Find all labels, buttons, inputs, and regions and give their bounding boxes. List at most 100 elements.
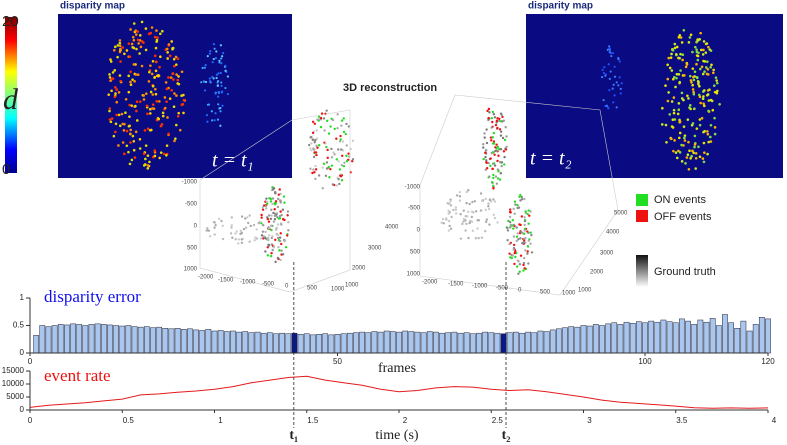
point bbox=[118, 74, 122, 77]
point bbox=[165, 47, 169, 51]
point bbox=[128, 55, 132, 58]
bar bbox=[33, 335, 40, 354]
point bbox=[314, 164, 317, 168]
bar bbox=[168, 328, 175, 354]
3d-tick-label: 1000 bbox=[562, 291, 576, 297]
legend-swatch bbox=[636, 194, 648, 206]
point bbox=[513, 212, 516, 215]
point bbox=[487, 202, 490, 205]
point bbox=[206, 54, 209, 58]
point bbox=[277, 245, 280, 249]
point bbox=[165, 87, 169, 91]
point bbox=[278, 188, 281, 191]
point bbox=[518, 263, 522, 266]
point bbox=[511, 218, 515, 222]
point bbox=[287, 229, 290, 232]
point bbox=[485, 218, 489, 221]
point bbox=[447, 212, 450, 215]
bar bbox=[476, 332, 482, 354]
point bbox=[214, 223, 217, 227]
point bbox=[683, 139, 687, 142]
point bbox=[706, 93, 710, 96]
point bbox=[496, 117, 499, 120]
point bbox=[523, 267, 526, 270]
point bbox=[320, 112, 324, 115]
point bbox=[246, 221, 250, 225]
bar bbox=[519, 332, 525, 354]
disparity-map bbox=[526, 14, 783, 178]
point bbox=[685, 63, 689, 66]
point bbox=[269, 217, 273, 221]
point bbox=[666, 77, 670, 81]
point bbox=[316, 118, 319, 121]
point bbox=[690, 154, 693, 158]
point bbox=[315, 144, 318, 147]
point bbox=[484, 155, 487, 159]
bar bbox=[383, 330, 390, 354]
point bbox=[702, 59, 705, 63]
bar bbox=[242, 331, 249, 354]
point bbox=[113, 95, 117, 99]
bar bbox=[654, 321, 661, 354]
point bbox=[158, 65, 161, 69]
point bbox=[498, 117, 501, 121]
point bbox=[681, 53, 685, 57]
point bbox=[216, 84, 219, 87]
point bbox=[271, 234, 274, 238]
bar bbox=[107, 324, 113, 354]
point bbox=[129, 141, 132, 144]
bar bbox=[691, 324, 698, 354]
point bbox=[276, 197, 280, 201]
point bbox=[154, 46, 158, 50]
point bbox=[220, 219, 223, 223]
point bbox=[266, 202, 269, 205]
point bbox=[128, 103, 131, 107]
point bbox=[315, 129, 318, 132]
point bbox=[680, 143, 683, 147]
point bbox=[488, 111, 491, 114]
point bbox=[672, 149, 675, 153]
point bbox=[153, 149, 157, 152]
point bbox=[276, 223, 280, 226]
bar bbox=[543, 331, 550, 354]
point bbox=[345, 159, 349, 163]
point bbox=[512, 243, 516, 247]
point bbox=[113, 69, 117, 72]
point bbox=[142, 152, 146, 156]
point bbox=[601, 68, 604, 72]
point bbox=[503, 163, 506, 166]
point bbox=[484, 229, 487, 233]
point bbox=[208, 52, 212, 55]
3d-tick-label: -1000 bbox=[182, 180, 198, 186]
point bbox=[207, 229, 211, 232]
point bbox=[488, 175, 491, 178]
point bbox=[687, 41, 691, 44]
point bbox=[280, 242, 283, 246]
map-title: disparity map bbox=[528, 1, 593, 12]
point bbox=[461, 222, 464, 226]
point bbox=[497, 170, 500, 173]
bar bbox=[143, 326, 150, 354]
bar bbox=[346, 332, 353, 354]
3d-tick-label: 5000 bbox=[614, 211, 628, 217]
point bbox=[613, 65, 616, 68]
point bbox=[142, 98, 146, 101]
point bbox=[513, 251, 516, 255]
point bbox=[661, 106, 664, 110]
point bbox=[310, 135, 313, 139]
bar bbox=[174, 328, 181, 354]
point bbox=[158, 156, 161, 160]
point bbox=[494, 146, 497, 149]
point bbox=[174, 137, 177, 140]
bar bbox=[758, 317, 765, 354]
point bbox=[618, 76, 621, 79]
point bbox=[338, 168, 342, 171]
point bbox=[683, 134, 687, 137]
bar bbox=[328, 334, 335, 354]
point bbox=[699, 101, 702, 105]
point bbox=[494, 175, 498, 178]
point bbox=[330, 147, 333, 151]
point bbox=[127, 90, 131, 94]
point bbox=[692, 78, 696, 82]
